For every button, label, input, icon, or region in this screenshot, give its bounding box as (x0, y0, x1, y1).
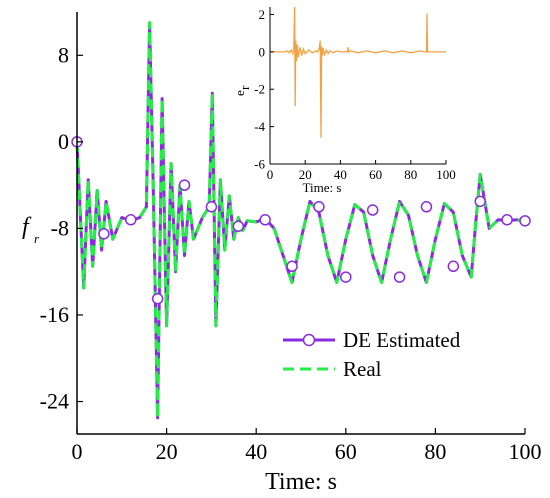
inset-x-tick-label: 60 (369, 167, 382, 182)
x-tick-label: 60 (335, 439, 357, 464)
y-tick-label: 0 (58, 129, 69, 154)
inset-x-tick-label: 100 (436, 167, 456, 182)
inset-x-tick-label: 80 (404, 167, 417, 182)
inset-x-tick-label: 0 (267, 167, 274, 182)
estimated-marker (178, 179, 191, 191)
estimated-marker (474, 195, 486, 208)
legend-estimated-label: DE Estimated (343, 328, 461, 352)
x-tick-label: 20 (156, 439, 178, 464)
x-tick-label: 80 (424, 439, 446, 464)
estimated-marker (205, 201, 218, 213)
inset-y-tick-label: -6 (254, 157, 265, 172)
inset-x-axis-title: Time: s (303, 180, 342, 195)
estimated-marker (447, 260, 460, 273)
y-axis-title: f (22, 214, 32, 240)
legend: DE Estimated Real (283, 328, 461, 381)
x-tick-label: 0 (72, 439, 83, 464)
x-tick-label: 100 (509, 439, 542, 464)
y-tick-label: -24 (40, 389, 69, 414)
estimated-marker (151, 292, 164, 305)
estimated-marker (501, 214, 513, 226)
series-real-line (75, 21, 526, 420)
estimated-marker (313, 201, 325, 213)
inset-x-tick-label: 20 (299, 167, 312, 182)
legend-estimated-marker (302, 333, 316, 347)
inset-y-tick-label: 0 (259, 44, 266, 59)
x-axis-title: Time: s (265, 469, 337, 495)
estimated-marker (125, 214, 137, 226)
inset-y-tick-label: -4 (254, 119, 265, 134)
inset-y-tick-label: 2 (259, 7, 266, 22)
inset-y-axis-title-subscript: r (237, 85, 252, 90)
estimated-marker (259, 214, 271, 226)
estimated-marker (340, 271, 352, 283)
inset-y-tick-label: -2 (254, 82, 265, 97)
series-error-line (270, 6, 446, 138)
y-tick-label: -8 (51, 215, 69, 240)
estimated-marker (232, 220, 245, 232)
y-axis-title-subscript: r (34, 231, 40, 246)
y-tick-label: 8 (58, 42, 69, 67)
estimated-marker (286, 260, 298, 273)
inset-background (270, 7, 446, 164)
estimated-marker (519, 215, 531, 227)
y-tick-label: -16 (40, 302, 69, 327)
legend-real-label: Real (343, 357, 382, 381)
estimated-marker (98, 228, 110, 240)
estimated-marker (366, 204, 379, 216)
estimated-marker (393, 271, 406, 283)
x-tick-label: 40 (245, 439, 267, 464)
inset-y-axis-title: e (232, 90, 247, 96)
estimated-marker (420, 201, 433, 213)
inset-x-tick-label: 40 (334, 167, 347, 182)
